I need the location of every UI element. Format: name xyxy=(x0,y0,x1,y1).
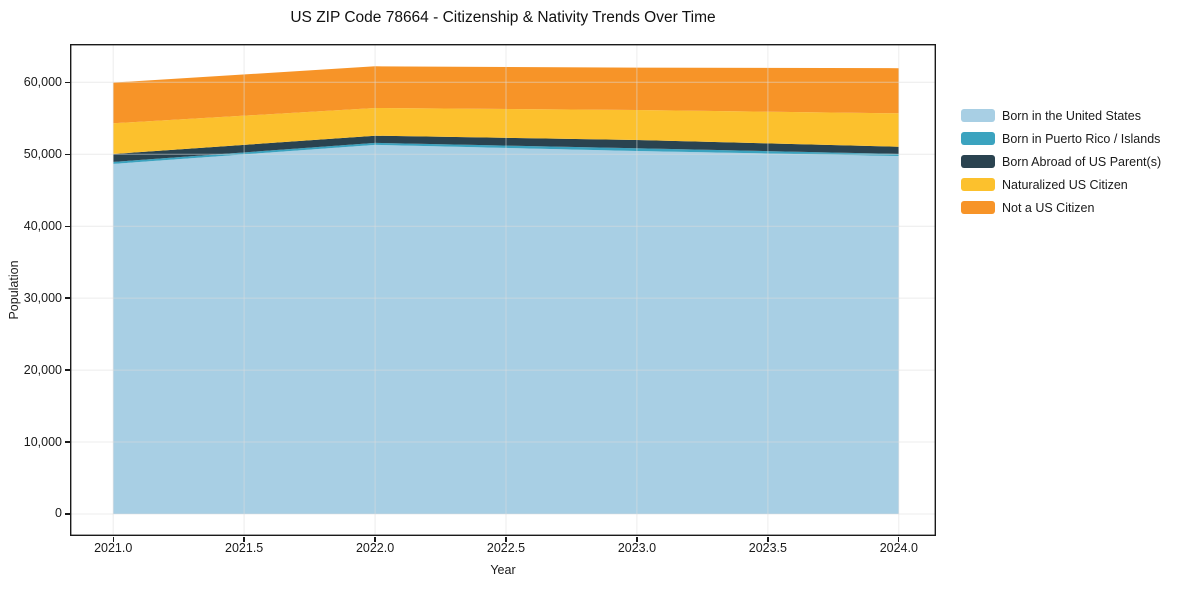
y-tick-mark xyxy=(65,297,70,299)
gridlines xyxy=(70,44,936,536)
x-tick-mark xyxy=(505,536,507,542)
legend-swatch-born-abroad-of-us-parent-s xyxy=(961,155,995,168)
y-tick-label: 40,000 xyxy=(23,218,62,233)
x-tick-mark xyxy=(112,536,114,542)
legend-label: Naturalized US Citizen xyxy=(1002,177,1128,192)
area-born-in-puerto-rico-islands xyxy=(113,142,899,164)
legend-label: Born in the United States xyxy=(1002,108,1141,123)
legend-swatch-born-in-the-united-states xyxy=(961,109,995,122)
y-tick-mark xyxy=(65,513,70,515)
legend-item-not-a-us-citizen: Not a US Citizen xyxy=(961,196,1161,219)
y-tick-label: 0 xyxy=(55,506,62,521)
x-tick-label: 2023.0 xyxy=(617,541,657,555)
y-tick-mark xyxy=(65,441,70,443)
y-tick-mark xyxy=(65,369,70,371)
x-tick-label: 2024.0 xyxy=(879,541,918,555)
y-axis-label: Population xyxy=(7,260,21,320)
area-born-abroad-of-us-parent-s xyxy=(113,135,899,162)
y-tick-mark xyxy=(65,153,70,155)
legend-swatch-not-a-us-citizen xyxy=(961,201,995,214)
legend-item-born-in-puerto-rico-islands: Born in Puerto Rico / Islands xyxy=(961,127,1161,150)
y-tick-label: 10,000 xyxy=(23,434,62,449)
legend: Born in the United States Born in Puerto … xyxy=(961,104,1161,219)
legend-swatch-naturalized-us-citizen xyxy=(961,178,995,191)
x-tick-label: 2021.5 xyxy=(225,541,264,555)
x-tick-mark xyxy=(898,536,900,542)
chart-title: US ZIP Code 78664 - Citizenship & Nativi… xyxy=(290,9,716,26)
x-tick-label: 2022.0 xyxy=(355,541,395,555)
legend-item-born-abroad-of-us-parent-s: Born Abroad of US Parent(s) xyxy=(961,150,1161,173)
y-tick-label: 20,000 xyxy=(23,362,62,377)
legend-label: Born Abroad of US Parent(s) xyxy=(1002,154,1162,169)
x-tick-label: 2023.5 xyxy=(748,541,787,555)
y-tick-mark xyxy=(65,81,70,83)
legend-label: Not a US Citizen xyxy=(1002,200,1095,215)
x-tick-label: 2021.0 xyxy=(94,541,133,555)
plot-border xyxy=(70,44,936,536)
x-tick-mark xyxy=(636,536,638,542)
y-tick-label: 50,000 xyxy=(23,146,62,161)
x-tick-mark xyxy=(243,536,245,542)
legend-label: Born in Puerto Rico / Islands xyxy=(1002,131,1161,146)
legend-item-naturalized-us-citizen: Naturalized US Citizen xyxy=(961,173,1161,196)
x-axis-label: Year xyxy=(490,563,516,577)
y-tick-mark xyxy=(65,225,70,227)
legend-swatch-born-in-puerto-rico-islands xyxy=(961,132,995,145)
legend-item-born-in-the-united-states: Born in the United States xyxy=(961,104,1161,127)
x-tick-mark xyxy=(767,536,769,542)
x-tick-mark xyxy=(374,536,376,542)
y-tick-label: 60,000 xyxy=(23,74,62,89)
plot-area xyxy=(70,44,936,536)
y-tick-label: 30,000 xyxy=(23,290,62,305)
stacked-area-chart xyxy=(70,44,936,536)
x-tick-label: 2022.5 xyxy=(486,541,526,555)
